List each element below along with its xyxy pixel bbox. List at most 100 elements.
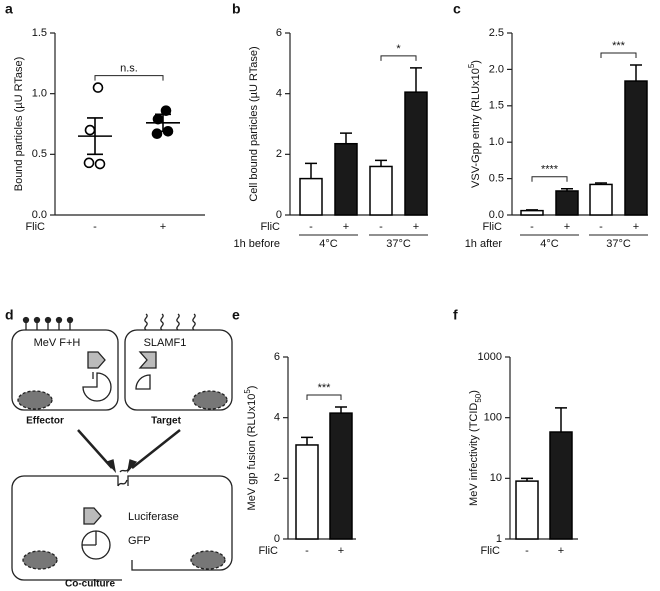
x-tick-label: + [343, 221, 349, 233]
x-axis-label: 1h after [465, 238, 503, 250]
error-bar [305, 162, 317, 179]
x-axis-label: FliC [480, 545, 500, 557]
x-tick-label: + [413, 221, 419, 233]
y-tick-label: 2 [274, 472, 280, 484]
y-tick-label: 1.5 [32, 27, 47, 39]
y-axis-label: VSV-Gpp entry (RLUx105) [467, 60, 482, 188]
error-bar [375, 159, 387, 167]
point [83, 157, 95, 169]
bar [624, 80, 648, 216]
y-tick-label: 100 [484, 412, 502, 424]
bar [520, 209, 544, 216]
y-axis-label: MeV gp fusion (RLUx105) [243, 386, 258, 511]
significance-bracket [531, 176, 568, 182]
y-tick-label: 2.0 [489, 63, 504, 75]
significance-label: *** [612, 40, 626, 52]
bar [299, 177, 323, 216]
coculture-cell [11, 475, 233, 581]
y-tick-label: 2 [276, 148, 282, 160]
point [94, 158, 106, 170]
x-tick-label: - [309, 221, 313, 233]
error-bar [410, 67, 422, 93]
panel-letter: b [232, 1, 241, 17]
x-tick-label: + [338, 545, 344, 557]
y-tick-label: 2.5 [489, 27, 504, 39]
y-tick-label: 6 [274, 351, 280, 363]
significance-bracket [306, 394, 342, 401]
significance-label: **** [541, 164, 559, 176]
y-axis-label-sup: 5 [467, 63, 476, 68]
significance-bracket [94, 75, 164, 81]
x-tick-label: - [93, 221, 97, 233]
gfp-part [82, 372, 112, 402]
y-tick-label: 1.0 [489, 136, 504, 148]
x-tick-label: - [379, 221, 383, 233]
effector-receptor-label: MeV F+H [34, 337, 81, 349]
effector-cell [11, 329, 119, 411]
luciferase-label: Luciferase [128, 511, 179, 523]
y-axis-label: MeV infectivity (TCID50) [468, 390, 483, 506]
x-axis-label: FliC [25, 221, 45, 233]
bar [334, 142, 358, 216]
bar [555, 190, 579, 216]
y-tick-label: 1.0 [32, 88, 47, 100]
gfp-part [135, 374, 151, 390]
bar [329, 412, 353, 540]
panel-letter: f [453, 307, 458, 323]
effector-label: Effector [26, 416, 64, 427]
y-axis-label: Bound particles (µU RTase) [13, 57, 25, 192]
group-label: 4°C [540, 238, 559, 250]
x-axis-label: FliC [482, 221, 502, 233]
group-label: 37°C [386, 238, 411, 250]
bar [549, 431, 573, 540]
y-tick-label: 10 [490, 472, 502, 484]
nucleus [17, 390, 53, 410]
x-tick-label: - [525, 545, 529, 557]
y-axis-label-text: VSV-Gpp entry (RLUx10 [470, 68, 482, 188]
panel-letter: e [232, 307, 240, 323]
panel-letter: c [453, 1, 461, 17]
y-tick-label: 0.5 [489, 173, 504, 185]
group-label: 37°C [606, 238, 631, 250]
panel-letter: d [5, 307, 14, 323]
nucleus [190, 550, 226, 570]
y-tick-label: 4 [276, 88, 282, 100]
x-tick-label: + [564, 221, 570, 233]
y-tick-label: 6 [276, 27, 282, 39]
x-axis-label: FliC [260, 221, 280, 233]
luciferase-half [87, 351, 106, 369]
y-axis-label-text: MeV gp fusion (RLUx10 [246, 394, 258, 511]
gfp-label: GFP [128, 535, 151, 547]
x-axis-label: FliC [258, 545, 278, 557]
error-bar [335, 406, 347, 414]
y-tick-label: 0.0 [32, 209, 47, 221]
panel-letter: a [5, 1, 13, 17]
target-cell [124, 329, 233, 411]
sem-bar [155, 113, 171, 133]
y-tick-label: 1.5 [489, 100, 504, 112]
y-axis-label-sup: 5 [243, 389, 252, 394]
group-label: 4°C [319, 238, 338, 250]
x-tick-label: - [599, 221, 603, 233]
target-label: Target [151, 416, 181, 427]
point [84, 124, 96, 136]
coculture-label: Co-culture [65, 579, 115, 590]
y-tick-label: 0.0 [489, 209, 504, 221]
x-tick-label: - [530, 221, 534, 233]
nucleus [22, 550, 58, 570]
bar [589, 183, 613, 216]
y-axis-label-end: ) [246, 386, 258, 390]
error-bar [630, 64, 642, 82]
receptors [22, 316, 74, 330]
arrowhead [105, 459, 138, 474]
significance-label: n.s. [120, 63, 138, 75]
bar [515, 480, 539, 540]
bar [369, 165, 393, 216]
gfp-seams [82, 531, 97, 546]
error-bar [555, 407, 567, 433]
significance-label: * [396, 43, 401, 55]
bar [295, 444, 319, 540]
bar [404, 91, 428, 216]
y-axis-label: Cell bound particles (µU RTase) [248, 46, 260, 201]
